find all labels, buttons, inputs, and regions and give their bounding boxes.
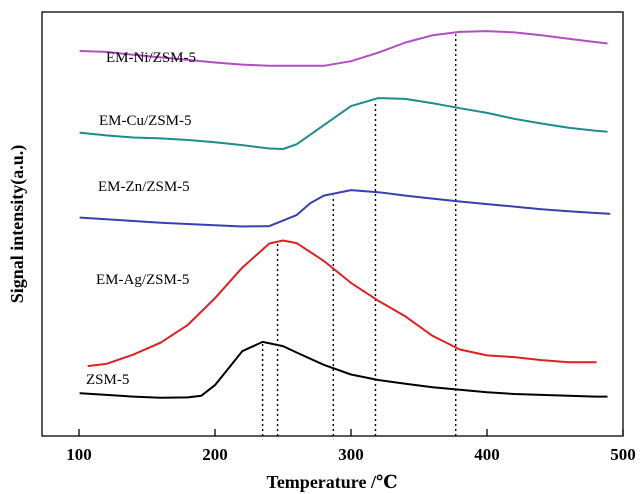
x-axis-title: Temperature /℃ — [266, 472, 397, 492]
series-line-zsm-5 — [79, 340, 608, 399]
y-axis-title: Signal intensity(a.u.) — [7, 145, 28, 304]
series-label-em-ag-zsm-5: EM-Ag/ZSM-5 — [96, 272, 189, 288]
x-tick-label: 500 — [610, 445, 636, 464]
series-label-em-ni-zsm-5: EM-Ni/ZSM-5 — [106, 50, 196, 66]
series-label-em-cu-zsm-5: EM-Cu/ZSM-5 — [99, 113, 192, 129]
x-tick-label: 200 — [202, 445, 228, 464]
x-tick-label: 100 — [66, 445, 92, 464]
series-label-em-zn-zsm-5: EM-Zn/ZSM-5 — [98, 179, 190, 195]
x-tick-label: 300 — [338, 445, 364, 464]
x-tick-label: 400 — [474, 445, 500, 464]
x-axis-ticks: 100 200 300 400 500 — [66, 429, 636, 464]
series-lines — [79, 30, 611, 399]
series-labels: EM-Ni/ZSM-5 EM-Cu/ZSM-5 EM-Zn/ZSM-5 EM-Ag/Z… — [86, 50, 196, 388]
series-label-zsm-5: ZSM-5 — [86, 372, 129, 388]
series-line-em-cu-zsm-5 — [79, 97, 608, 150]
plot-frame — [41, 11, 624, 437]
series-line-em-ag-zsm-5 — [87, 239, 597, 367]
series-line-em-zn-zsm-5 — [79, 189, 611, 228]
series-line-em-ni-zsm-5 — [79, 30, 608, 67]
